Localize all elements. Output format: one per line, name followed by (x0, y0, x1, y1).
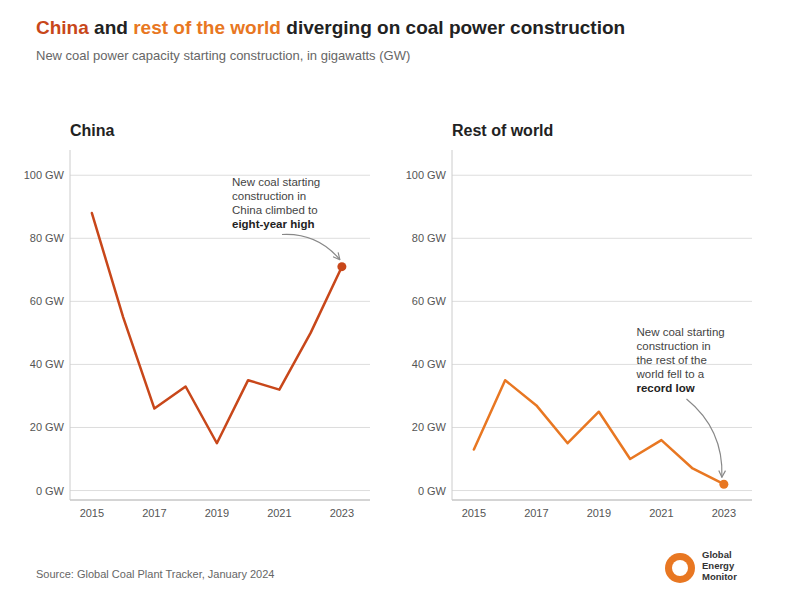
y-tick-label: 0 GW (36, 485, 65, 497)
y-tick-label: 60 GW (412, 295, 447, 307)
y-tick-label: 40 GW (412, 358, 447, 370)
y-tick-label: 100 GW (406, 169, 447, 181)
line (474, 380, 724, 484)
x-tick-label: 2017 (142, 507, 166, 519)
grid-line (70, 364, 370, 365)
x-tick-label: 2019 (205, 507, 229, 519)
logo-text: Monitor (702, 571, 737, 582)
grid-line (70, 427, 370, 428)
panel: China 0 GW 20 GW 40 GW 60 GW 80 GW 100 GW 2015 2… (24, 122, 370, 519)
end-point (337, 262, 346, 271)
logo-text: Global (702, 549, 732, 560)
title-part: rest of the world (133, 17, 281, 38)
annotation-arrow (282, 234, 340, 259)
line (92, 213, 342, 443)
x-tick-label: 2015 (462, 507, 486, 519)
annotation-text: China climbed to (232, 204, 318, 216)
panel-title: China (70, 122, 115, 139)
panel: Rest of world 0 GW 20 GW 40 GW 60 GW 80 GW 100… (406, 122, 752, 519)
grid-line (452, 301, 752, 302)
source: Source: Global Coal Plant Tracker, Janua… (36, 568, 274, 580)
y-axis-line (452, 150, 453, 500)
x-tick-label: 2017 (524, 507, 548, 519)
annotation-text: New coal starting (232, 176, 320, 188)
y-tick-label: 60 GW (30, 295, 65, 307)
title-part: diverging on coal power construction (286, 17, 625, 38)
x-tick-label: 2015 (80, 507, 104, 519)
logo: GlobalEnergyMonitor (665, 549, 737, 583)
x-tick-label: 2023 (712, 507, 736, 519)
annotation-text: New coal starting (637, 326, 725, 338)
x-axis-line (452, 500, 752, 501)
grid-line (452, 490, 752, 491)
x-tick-label: 2021 (649, 507, 673, 519)
grid-line (452, 427, 752, 428)
annotation-arrow (687, 399, 722, 477)
annotation: New coal starting construction in the rest… (636, 326, 725, 477)
grid-line (70, 175, 370, 176)
grid-line (70, 238, 370, 239)
y-tick-label: 20 GW (412, 421, 447, 433)
y-tick-label: 20 GW (30, 421, 65, 433)
annotation-text: the rest of the (637, 354, 707, 366)
title-part: China (36, 17, 89, 38)
logo-text: Energy (702, 560, 735, 571)
grid-line (452, 364, 752, 365)
x-tick-label: 2023 (330, 507, 354, 519)
annotation-text: construction in (232, 190, 306, 202)
annotation-text: construction in (637, 340, 711, 352)
annotation-text: world fell to a (636, 368, 705, 380)
y-tick-label: 100 GW (24, 169, 65, 181)
y-tick-label: 40 GW (30, 358, 65, 370)
x-axis-line (70, 500, 370, 501)
panel-title: Rest of world (452, 122, 553, 139)
annotation-highlight: record low (637, 382, 695, 394)
marks (92, 213, 346, 443)
annotation-highlight: eight-year high (232, 218, 314, 230)
x-tick-label: 2019 (587, 507, 611, 519)
annotation: New coal starting construction in China cl… (232, 176, 340, 260)
title-part: and (94, 17, 128, 38)
y-tick-label: 0 GW (418, 485, 447, 497)
y-axis-line (70, 150, 71, 500)
grid-line (452, 175, 752, 176)
x-tick-label: 2021 (267, 507, 291, 519)
marks (474, 380, 728, 489)
y-tick-label: 80 GW (412, 232, 447, 244)
end-point (719, 480, 728, 489)
logo-ring (665, 553, 695, 583)
logo-center (672, 560, 688, 576)
grid-line (70, 490, 370, 491)
subtitle: New coal power capacity starting constru… (36, 48, 410, 63)
y-tick-label: 80 GW (30, 232, 65, 244)
chart: Chinaandrest of the worlddiverging on co… (0, 0, 788, 594)
title: Chinaandrest of the worlddiverging on co… (36, 17, 625, 38)
grid-line (452, 238, 752, 239)
